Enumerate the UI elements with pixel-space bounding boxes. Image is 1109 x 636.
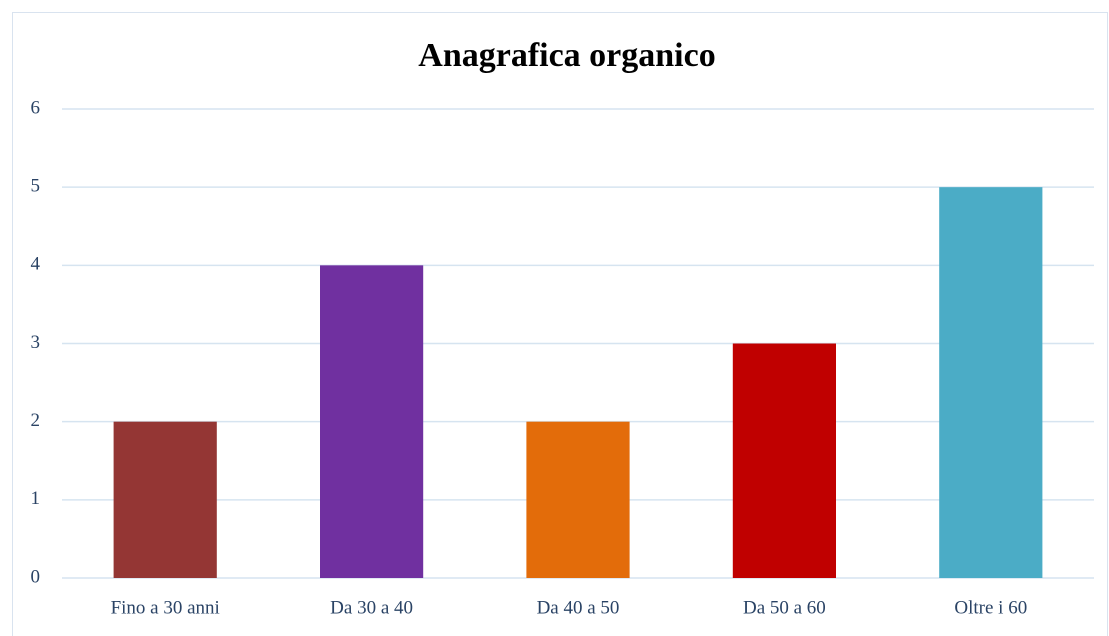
- x-tick-label: Da 40 a 50: [537, 597, 620, 618]
- x-tick-label: Da 30 a 40: [330, 597, 413, 618]
- y-tick-label: 5: [31, 176, 41, 197]
- y-tick-label: 1: [31, 488, 41, 509]
- x-tick-label: Fino a 30 anni: [111, 597, 220, 618]
- bar: [939, 187, 1043, 578]
- bar: [113, 421, 217, 578]
- bar: [320, 265, 424, 578]
- y-tick-label: 4: [31, 254, 41, 275]
- y-tick-label: 3: [31, 332, 41, 353]
- y-tick-label: 2: [31, 410, 41, 431]
- bar: [732, 343, 836, 578]
- y-tick-label: 0: [31, 566, 41, 587]
- chart-border: [12, 12, 1108, 636]
- x-tick-label: Oltre i 60: [954, 597, 1027, 618]
- bar: [526, 421, 630, 578]
- chart-title: Anagrafica organico: [418, 37, 715, 74]
- x-tick-label: Da 50 a 60: [743, 597, 826, 618]
- y-tick-label: 6: [31, 97, 41, 118]
